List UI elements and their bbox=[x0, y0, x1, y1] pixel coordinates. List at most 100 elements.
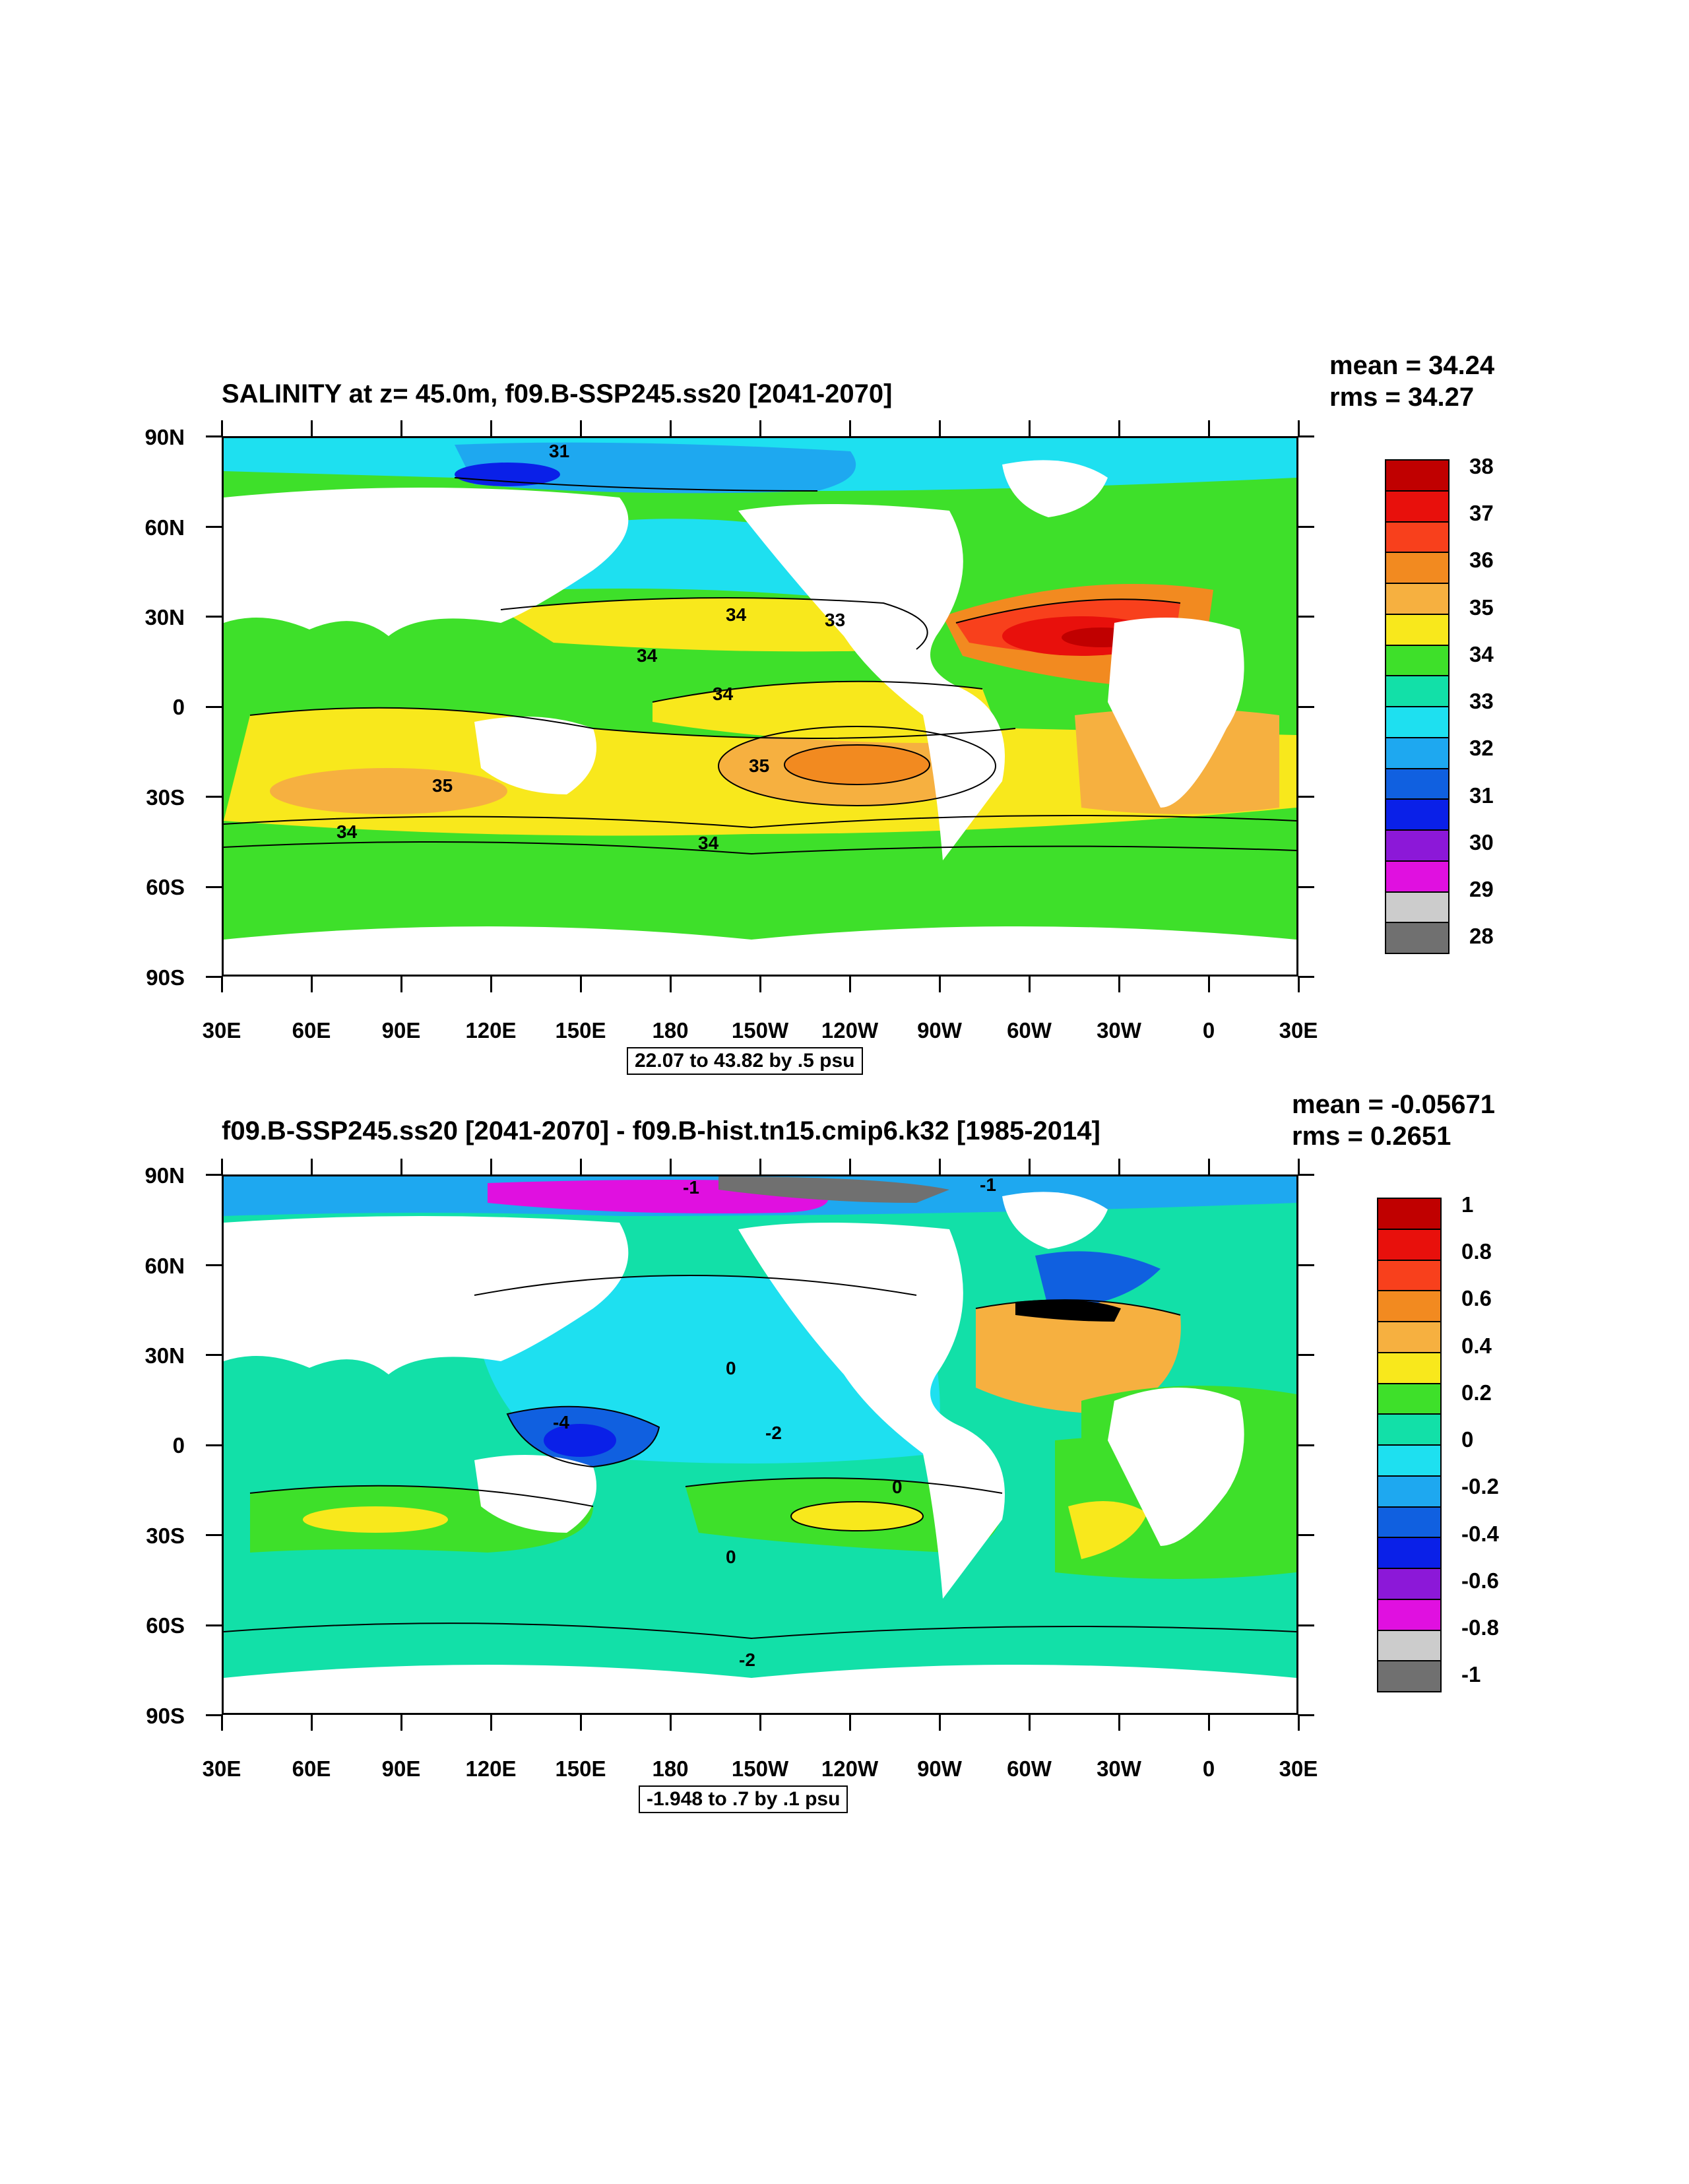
panel2-y-tick-label: 90N bbox=[144, 1163, 185, 1188]
panel2-colorbar-label: 0 bbox=[1461, 1427, 1474, 1452]
panel1-colorbar-label: 29 bbox=[1469, 877, 1494, 902]
x-axis-tick bbox=[221, 420, 223, 436]
panel1-colorbar-label: 36 bbox=[1469, 548, 1494, 573]
panel2-colorbar-swatch bbox=[1377, 1228, 1442, 1261]
x-axis-tick bbox=[1118, 977, 1120, 992]
panel2-x-tick-label: 180 bbox=[652, 1756, 689, 1781]
y-axis-tick bbox=[1298, 976, 1314, 978]
panel1-colorbar-swatch bbox=[1385, 552, 1450, 584]
panel1-contour-label: 35 bbox=[432, 775, 453, 796]
panel2-colorbar-label: -0.6 bbox=[1461, 1568, 1499, 1593]
panel2-y-tick-label: 30S bbox=[146, 1524, 185, 1548]
x-axis-tick bbox=[1208, 1159, 1210, 1174]
panel1-range-info: 22.07 to 43.82 by .5 psu bbox=[627, 1047, 863, 1075]
panel2-contour-label: -1 bbox=[683, 1177, 699, 1198]
panel2-contour-label: -4 bbox=[553, 1412, 569, 1432]
panel2-colorbar-swatch bbox=[1377, 1382, 1442, 1415]
panel1-colorbar-swatch bbox=[1385, 583, 1450, 615]
panel2-colorbar-label: 1 bbox=[1461, 1192, 1474, 1217]
panel1-contour-label: 34 bbox=[637, 645, 658, 666]
panel1-x-tick-label: 150E bbox=[555, 1018, 606, 1043]
x-axis-tick bbox=[490, 1159, 492, 1174]
panel1-colorbar-label: 30 bbox=[1469, 829, 1494, 854]
panel2-colorbar-swatch bbox=[1377, 1198, 1442, 1230]
panel2-colorbar-swatch bbox=[1377, 1475, 1442, 1508]
panel2-colorbar-label: -1 bbox=[1461, 1662, 1481, 1687]
y-axis-tick bbox=[206, 1174, 222, 1176]
panel2-map bbox=[222, 1174, 1298, 1715]
x-axis-tick bbox=[759, 420, 761, 436]
y-axis-tick bbox=[206, 1264, 222, 1266]
panel1-x-tick-label: 180 bbox=[652, 1018, 689, 1043]
panel2-x-tick-label: 0 bbox=[1202, 1756, 1215, 1781]
panel2-y-tick-label: 60N bbox=[144, 1254, 185, 1278]
y-axis-tick bbox=[206, 525, 222, 528]
panel2-colorbar-swatch bbox=[1377, 1259, 1442, 1292]
x-axis-tick bbox=[849, 1159, 851, 1174]
panel1-y-tick-label: 30N bbox=[144, 605, 185, 629]
x-axis-tick bbox=[1029, 977, 1031, 992]
x-axis-tick bbox=[670, 420, 672, 436]
x-axis-tick bbox=[1298, 1715, 1300, 1731]
panel2-x-tick-label: 150E bbox=[555, 1756, 606, 1781]
panel2-contour-label: 0 bbox=[726, 1547, 736, 1567]
panel2-colorbar-swatch bbox=[1377, 1506, 1442, 1539]
x-axis-tick bbox=[1298, 977, 1300, 992]
x-axis-tick bbox=[1029, 1159, 1031, 1174]
panel2-x-tick-label: 60E bbox=[292, 1756, 331, 1781]
panel1-colorbar bbox=[1385, 459, 1450, 954]
x-axis-tick bbox=[1029, 420, 1031, 436]
panel2-mean: mean = -0.05671 bbox=[1292, 1090, 1495, 1119]
x-axis-tick bbox=[759, 977, 761, 992]
panel2-x-tick-label: 30W bbox=[1097, 1756, 1141, 1781]
y-axis-tick bbox=[206, 1354, 222, 1356]
x-axis-tick bbox=[939, 1715, 941, 1731]
y-axis-tick bbox=[206, 1444, 222, 1446]
y-axis-tick bbox=[1298, 1624, 1314, 1626]
panel1-colorbar-label: 28 bbox=[1469, 924, 1494, 949]
x-axis-tick bbox=[1208, 1715, 1210, 1731]
panel1-colorbar-swatch bbox=[1385, 860, 1450, 893]
x-axis-tick bbox=[670, 1715, 672, 1731]
panel1-colorbar-swatch bbox=[1385, 922, 1450, 954]
x-axis-tick bbox=[1298, 420, 1300, 436]
panel2-y-tick-label: 30N bbox=[144, 1343, 185, 1368]
panel2-colorbar-label: 0.4 bbox=[1461, 1333, 1492, 1358]
panel2-contour-label: -1 bbox=[980, 1174, 996, 1195]
x-axis-tick bbox=[400, 420, 402, 436]
panel1-rms: rms = 34.27 bbox=[1329, 383, 1475, 412]
x-axis-tick bbox=[1118, 1715, 1120, 1731]
y-axis-tick bbox=[206, 796, 222, 798]
x-axis-tick bbox=[759, 1715, 761, 1731]
panel1-colorbar-swatch bbox=[1385, 706, 1450, 738]
panel1-x-tick-label: 90W bbox=[917, 1018, 962, 1043]
panel1-contour-label: 34 bbox=[726, 604, 747, 625]
y-axis-tick bbox=[1298, 885, 1314, 888]
panel2-range-info: -1.948 to .7 by .1 psu bbox=[639, 1785, 848, 1813]
panel2-contour-label: -2 bbox=[739, 1650, 755, 1670]
y-axis-tick bbox=[206, 435, 222, 437]
x-axis-tick bbox=[311, 977, 313, 992]
panel1-x-tick-label: 30E bbox=[202, 1018, 241, 1043]
x-axis-tick bbox=[849, 420, 851, 436]
panel1-x-tick-label: 150W bbox=[731, 1018, 789, 1043]
panel1-contour-label: 34 bbox=[336, 821, 358, 842]
panel2-colorbar-label: 0.6 bbox=[1461, 1286, 1492, 1311]
panel1-colorbar-swatch bbox=[1385, 829, 1450, 862]
y-axis-tick bbox=[1298, 705, 1314, 708]
x-axis-tick bbox=[1208, 420, 1210, 436]
panel1-colorbar-label: 31 bbox=[1469, 783, 1494, 808]
panel1-colorbar-swatch bbox=[1385, 767, 1450, 800]
x-axis-tick bbox=[849, 1715, 851, 1731]
panel1-x-tick-label: 120W bbox=[821, 1018, 879, 1043]
x-axis-tick bbox=[400, 1159, 402, 1174]
panel1-x-tick-label: 60W bbox=[1007, 1018, 1052, 1043]
panel2-colorbar-label: -0.4 bbox=[1461, 1521, 1499, 1546]
y-axis-tick bbox=[206, 705, 222, 708]
x-axis-tick bbox=[221, 1715, 223, 1731]
y-axis-tick bbox=[1298, 525, 1314, 528]
x-axis-tick bbox=[939, 1159, 941, 1174]
panel2-title: f09.B-SSP245.ss20 [2041-2070] - f09.B-hi… bbox=[222, 1116, 1100, 1145]
x-axis-tick bbox=[759, 1159, 761, 1174]
panel2-colorbar-swatch bbox=[1377, 1290, 1442, 1322]
